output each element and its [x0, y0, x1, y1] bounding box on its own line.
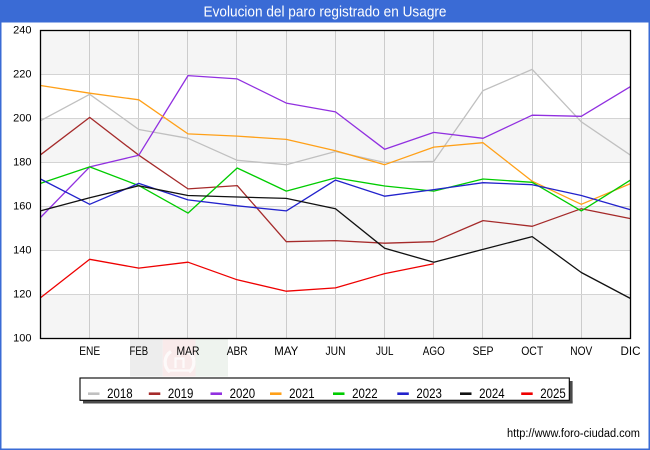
svg-text:FEB: FEB — [130, 344, 149, 358]
svg-text:2023: 2023 — [416, 385, 442, 401]
svg-text:JUL: JUL — [376, 344, 394, 358]
svg-text:JUN: JUN — [326, 344, 346, 358]
svg-text:2024: 2024 — [479, 385, 505, 401]
svg-text:120: 120 — [13, 288, 31, 300]
svg-text:MAY: MAY — [274, 344, 298, 358]
svg-text:200: 200 — [13, 112, 31, 124]
svg-text:ABR: ABR — [227, 344, 248, 358]
svg-text:DIC: DIC — [621, 344, 641, 358]
svg-text:2025: 2025 — [540, 385, 566, 401]
svg-text:180: 180 — [13, 156, 31, 168]
svg-text:AGO: AGO — [423, 344, 445, 358]
svg-text:100: 100 — [13, 332, 31, 344]
svg-text:MAR: MAR — [177, 344, 200, 358]
svg-text:2018: 2018 — [107, 385, 133, 401]
svg-text:ENE: ENE — [79, 344, 100, 358]
svg-text:NOV: NOV — [570, 344, 592, 358]
svg-text:240: 240 — [13, 24, 31, 36]
svg-text:Evolucion del paro registrado: Evolucion del paro registrado en Usagre — [204, 4, 447, 21]
svg-text:2020: 2020 — [230, 385, 256, 401]
svg-text:2019: 2019 — [168, 385, 194, 401]
svg-text:SEP: SEP — [473, 344, 494, 358]
svg-text:220: 220 — [13, 68, 31, 80]
svg-text:OCT: OCT — [521, 344, 544, 358]
svg-text:2022: 2022 — [352, 385, 378, 401]
svg-text:160: 160 — [13, 200, 31, 212]
svg-text:140: 140 — [13, 244, 31, 256]
svg-text:http://www.foro-ciudad.com: http://www.foro-ciudad.com — [507, 428, 640, 440]
svg-text:2021: 2021 — [289, 385, 315, 401]
